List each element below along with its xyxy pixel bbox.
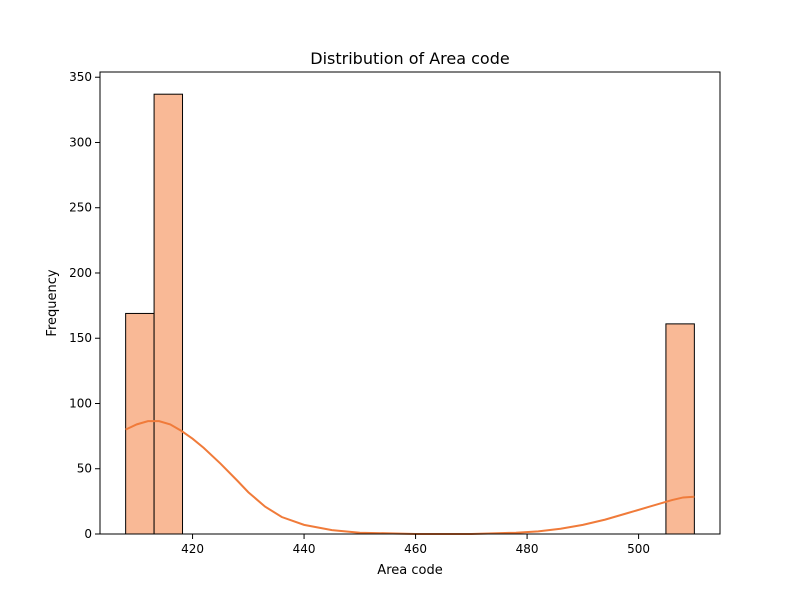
- x-axis-label: Area code: [377, 563, 442, 578]
- x-tick-label: 500: [627, 542, 650, 556]
- y-tick-label: 50: [77, 462, 92, 476]
- x-tick-label: 420: [181, 542, 204, 556]
- histogram-bar: [153, 93, 184, 535]
- chart-title: Distribution of Area code: [310, 49, 509, 68]
- y-tick-label: 150: [69, 331, 92, 345]
- y-tick-label: 350: [69, 70, 92, 84]
- y-axis-label: Frequency: [45, 269, 60, 336]
- y-tick-label: 100: [69, 396, 92, 410]
- kde-curve: [125, 420, 695, 535]
- ticks-layer: 420 440 460 480 500 0 50 100 150 200 250 300 350: [69, 70, 650, 556]
- plot-frame: [99, 71, 721, 535]
- y-tick-label: 250: [69, 201, 92, 215]
- y-tick-label: 0: [84, 527, 92, 541]
- y-tick-label: 200: [69, 266, 92, 280]
- x-tick-label: 460: [404, 542, 427, 556]
- x-tick-label: 440: [293, 542, 316, 556]
- x-tick-label: 480: [516, 542, 539, 556]
- histogram-bar: [665, 323, 695, 535]
- y-tick-label: 300: [69, 135, 92, 149]
